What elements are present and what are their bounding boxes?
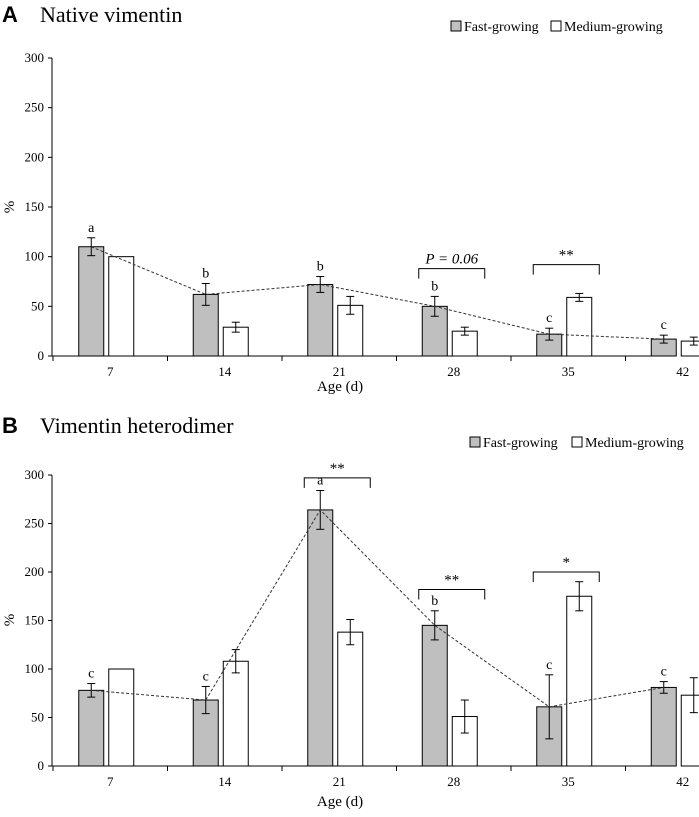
panel-b-bar-medium	[680, 694, 699, 767]
panel-a-bar-fast	[192, 293, 219, 357]
panel-a-legend-fast-label: Fast-growing	[464, 20, 539, 35]
panel-b-sig-letter: c	[546, 658, 552, 673]
panel-a-x-tick-label: 21	[333, 364, 346, 379]
panel-b-legend-medium-label: Medium-growing	[585, 436, 684, 451]
panel-b-letter: B	[2, 413, 18, 438]
panel-a-sig-marker: P = 0.06	[424, 252, 478, 268]
panel-a-legend-medium-swatch	[550, 20, 562, 32]
panel-a-y-tick-label: 150	[25, 199, 45, 214]
panel-b-legend-medium-swatch	[571, 436, 583, 448]
panel-b-y-tick-label: 150	[25, 613, 45, 628]
panel-a-x-tick-label: 14	[218, 364, 232, 379]
panel-b-sig-letter: b	[431, 594, 438, 609]
panel-b-sig-bracket	[532, 571, 600, 582]
panel-a-y-tick-label: 100	[25, 249, 45, 264]
panel-a-sig-marker: **	[559, 248, 574, 264]
panel-a-y-axis-label: %	[2, 201, 18, 214]
panel-a-sig-letter: c	[546, 311, 552, 326]
panel-b-x-tick-label: 21	[333, 774, 346, 789]
panel-a-legend-medium-label: Medium-growing	[564, 20, 663, 35]
panel-b-y-tick-label: 250	[25, 516, 45, 531]
panel-a-legend-fast-swatch	[450, 20, 462, 32]
panel-a-bar-medium	[222, 326, 249, 357]
panel-a-y-tick-label: 50	[31, 298, 44, 313]
panel-b-y-axis-label: %	[2, 614, 18, 627]
panel-a-bar-medium	[108, 256, 135, 357]
panel-a-title: Native vimentin	[40, 2, 182, 27]
panel-a-sig-letter: b	[202, 266, 209, 281]
panel-b-sig-bracket	[418, 588, 486, 600]
panel-b-sig-bracket	[303, 477, 371, 488]
panel-b-bar-fast	[650, 686, 677, 767]
panel-b-y-tick-label: 0	[38, 758, 45, 773]
panel-b-bar-fast	[421, 624, 448, 767]
panel-b-y-tick-label: 200	[25, 564, 45, 579]
panel-b-x-axis-label: Age (d)	[317, 794, 363, 810]
panel-b-title: Vimentin heterodimer	[40, 413, 234, 438]
panel-b-bar-medium	[337, 631, 364, 767]
panel-b-legend-fast-label: Fast-growing	[483, 436, 558, 451]
panel-a-trend-line	[91, 246, 664, 340]
panel-b-bar-medium	[222, 660, 249, 767]
panel-a-sig-bracket	[532, 264, 600, 275]
panel-b-bar-medium	[108, 668, 135, 767]
panel-a-bar-fast	[307, 283, 334, 357]
panel-b-sig-marker: *	[563, 555, 571, 571]
panel-a-x-tick-label: 35	[562, 364, 575, 379]
panel-a-y-tick-label: 250	[25, 100, 45, 115]
panel-a-y-tick-label: 200	[25, 149, 45, 164]
panel-b-sig-letter: c	[88, 667, 94, 682]
panel-b-sig-marker: **	[444, 572, 459, 588]
panel-b-x-tick-label: 42	[676, 774, 689, 789]
panel-a-y-tick-label: 300	[25, 50, 45, 65]
panel-b-x-tick-label: 28	[447, 774, 460, 789]
panel-a: A Native vimentin Fast-growing Medium-gr…	[2, 2, 699, 395]
panel-a-x-axis-label: Age (d)	[317, 379, 363, 395]
panel-b-y-tick-label: 100	[25, 661, 45, 676]
panel-b-trend-line	[91, 509, 664, 708]
panel-a-sig-letter: b	[431, 279, 438, 294]
panel-a-plot-area: 0 50 100 150 200 250 300 7 a 14 b 21 b 28 b 35 c 42 c P = 0…	[25, 50, 699, 379]
panel-a-sig-bracket	[418, 268, 486, 279]
panel-b-sig-letter: c	[661, 665, 667, 680]
panel-a-bar-medium	[680, 340, 699, 357]
panel-a-sig-letter: b	[317, 260, 324, 275]
panel-b-y-tick-label: 50	[31, 710, 44, 725]
panel-a-y-tick-label: 0	[38, 348, 45, 363]
panel-b-x-tick-label: 7	[107, 774, 114, 789]
panel-a-x-tick-label: 42	[676, 364, 689, 379]
panel-b-bar-fast	[78, 689, 105, 767]
panel-a-bar-fast	[78, 246, 105, 357]
panel-a-bar-medium	[566, 296, 593, 357]
panel-b-y-tick-label: 300	[25, 467, 45, 482]
panel-a-sig-letter: a	[88, 221, 95, 236]
panel-b-sig-letter: c	[203, 669, 209, 684]
panel-b-x-tick-label: 35	[562, 774, 575, 789]
panel-b-legend-fast-swatch	[469, 436, 481, 448]
panel-a-letter: A	[2, 2, 18, 27]
panel-b-x-tick-label: 14	[218, 774, 232, 789]
panel-a-x-tick-label: 7	[107, 364, 114, 379]
panel-b-bar-medium	[566, 595, 593, 767]
panel-a-x-tick-label: 28	[447, 364, 460, 379]
panel-b-sig-letter: a	[317, 474, 324, 489]
panel-b-bar-fast	[307, 509, 334, 767]
panel-b: B Vimentin heterodimer Fast-growing Medi…	[2, 413, 699, 810]
panel-a-sig-letter: c	[661, 318, 667, 333]
panel-b-sig-marker: **	[330, 461, 345, 477]
